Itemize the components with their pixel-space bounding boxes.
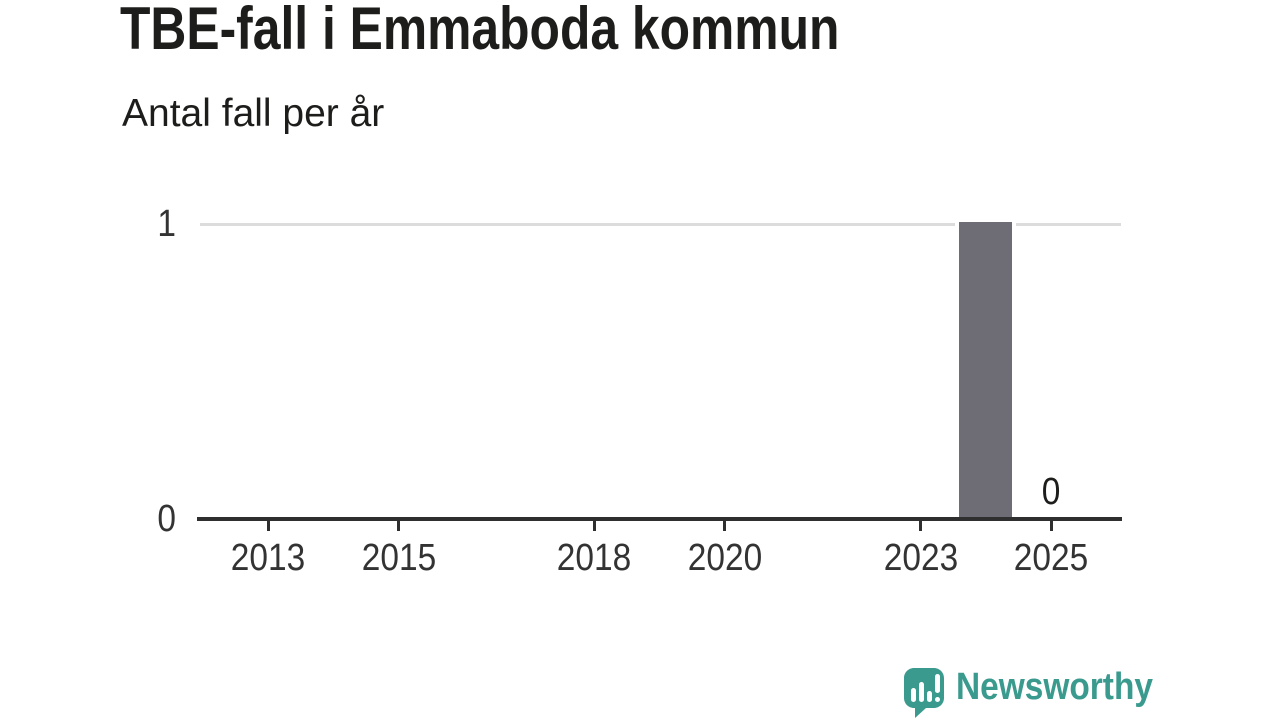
y-tick-label: 1 [157,203,176,245]
bar-2024 [955,222,1017,517]
x-tick-mark [919,521,922,531]
brand-logo: Newsworthy [902,666,1153,720]
x-tick-mark [397,521,400,531]
x-tick-label: 2020 [687,537,762,579]
newsworthy-icon [904,668,944,718]
brand-name: Newsworthy [956,666,1153,708]
logo-bar-3 [927,691,932,702]
x-tick-label: 2015 [361,537,436,579]
x-tick-label: 2023 [883,537,958,579]
x-tick-mark [1049,521,1053,531]
y-tick-label: 0 [157,498,176,540]
x-tick-mark [592,521,596,531]
x-tick-mark [266,521,270,531]
bar-value-label: 0 [1041,471,1061,513]
chart-subtitle: Antal fall per år [122,92,385,135]
x-tick-label: 2018 [557,537,632,579]
chart-title: TBE-fall i Emmaboda kommun [120,0,840,62]
logo-exclamation-bar [935,674,940,693]
x-tick-label: 2025 [1013,537,1089,579]
logo-bar-2 [919,682,924,702]
logo-bar-1 [911,688,916,702]
logo-exclamation-dot [935,697,940,702]
x-tick-mark [723,521,727,531]
x-axis-line [197,517,1122,521]
y-gridline [200,222,1121,226]
x-tick-label: 2013 [230,537,306,579]
